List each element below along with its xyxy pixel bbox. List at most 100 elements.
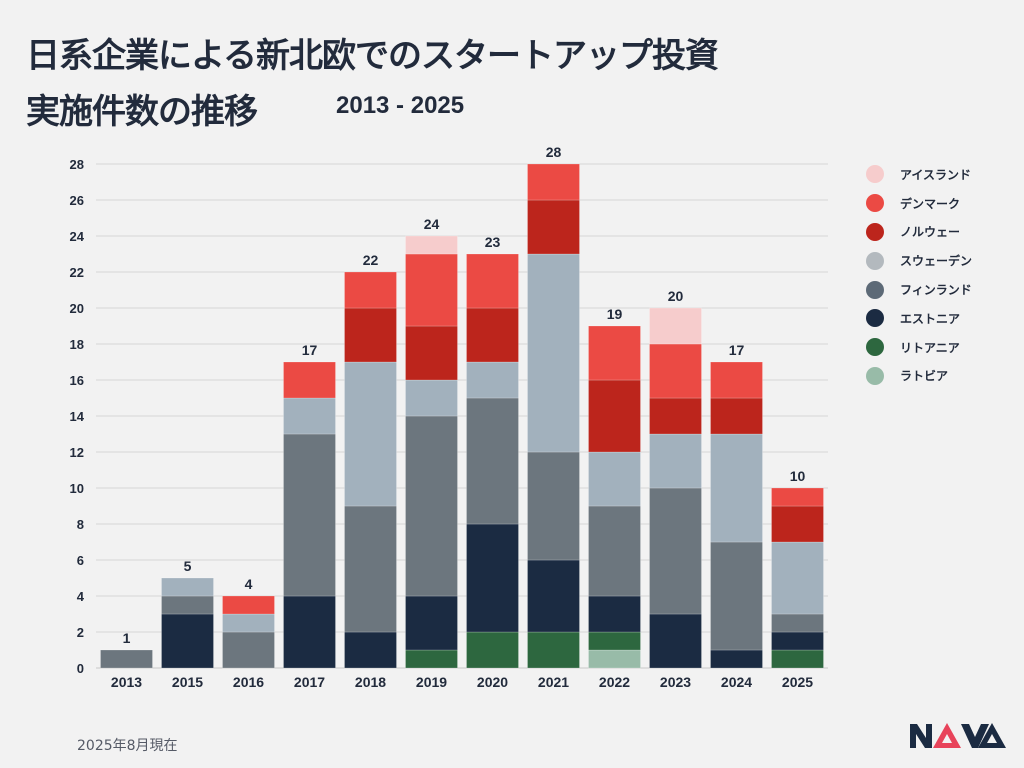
bar-total-label: 28 xyxy=(546,144,562,160)
bar-total-label: 5 xyxy=(184,558,192,574)
legend-item: エストニア xyxy=(866,304,972,333)
legend-swatch xyxy=(866,194,884,213)
bar-segment xyxy=(405,415,458,597)
bar-segment xyxy=(283,433,336,597)
bar-total-label: 23 xyxy=(485,234,501,250)
legend-swatch xyxy=(866,251,884,270)
y-tick-label: 26 xyxy=(70,193,84,208)
legend-swatch xyxy=(866,338,884,357)
bar-segment xyxy=(161,595,214,615)
bar-segment xyxy=(344,307,397,363)
bar-segment xyxy=(588,325,641,381)
bar-segment xyxy=(710,433,763,543)
bar-segment xyxy=(405,379,458,417)
bar-segment xyxy=(710,541,763,651)
bar-segment xyxy=(344,271,397,309)
bar-segment xyxy=(466,397,519,525)
y-tick-label: 24 xyxy=(70,229,85,244)
bar-segment xyxy=(588,631,641,651)
nava-logo xyxy=(910,723,1006,748)
x-tick-label: 2017 xyxy=(294,674,325,690)
legend-item: デンマーク xyxy=(866,189,972,218)
legend-label: デンマーク xyxy=(900,196,961,211)
bar-segment xyxy=(283,595,336,669)
bar-segment xyxy=(405,253,458,327)
legend-item: ノルウェー xyxy=(866,218,972,247)
bar-total-label: 17 xyxy=(302,342,318,358)
bar-total-label: 20 xyxy=(668,288,684,304)
y-tick-label: 10 xyxy=(70,481,84,496)
bar-segment xyxy=(710,397,763,435)
x-tick-label: 2013 xyxy=(111,674,142,690)
bar-total-label: 4 xyxy=(245,576,253,592)
x-tick-label: 2016 xyxy=(233,674,264,690)
logo-letter-n xyxy=(910,724,932,748)
bar-segment xyxy=(527,163,580,201)
bar-segment xyxy=(405,649,458,669)
chart-title-line2: 実施件数の推移 xyxy=(26,92,258,132)
y-tick-label: 28 xyxy=(70,157,84,172)
bar-segment xyxy=(527,199,580,255)
bar-segment xyxy=(771,631,824,651)
bar-segment xyxy=(588,379,641,453)
x-tick-label: 2020 xyxy=(477,674,508,690)
y-tick-label: 0 xyxy=(77,661,84,676)
bar-segment xyxy=(527,559,580,633)
bar-total-label: 17 xyxy=(729,342,745,358)
y-tick-label: 18 xyxy=(70,337,84,352)
bar-segment xyxy=(466,253,519,309)
bar-segment xyxy=(283,397,336,435)
bar-segment xyxy=(771,649,824,669)
bar-segment xyxy=(466,523,519,633)
bar-segment xyxy=(588,451,641,507)
bar-segment xyxy=(649,397,702,435)
bar-segment xyxy=(649,433,702,489)
bar-segment xyxy=(771,505,824,543)
bar-segment xyxy=(771,541,824,615)
x-tick-label: 2024 xyxy=(721,674,752,690)
bar-total-label: 19 xyxy=(607,306,623,322)
as-of-date-note: 2025年8月現在 xyxy=(77,738,178,754)
bar-segment xyxy=(466,361,519,399)
x-tick-label: 2018 xyxy=(355,674,386,690)
bar-segment xyxy=(405,325,458,381)
bar-segment xyxy=(649,487,702,615)
y-tick-label: 6 xyxy=(77,553,84,568)
bar-segment xyxy=(222,613,275,633)
y-tick-label: 16 xyxy=(70,373,84,388)
logo-letter-v xyxy=(961,724,989,748)
bar-segment xyxy=(100,649,153,669)
bar-segment xyxy=(649,307,702,345)
legend-label: ノルウェー xyxy=(900,225,961,240)
bar-segment xyxy=(161,577,214,597)
bar-segment xyxy=(588,649,641,669)
legend-label: スウェーデン xyxy=(900,254,973,269)
bar-segment xyxy=(710,649,763,669)
y-tick-label: 20 xyxy=(70,301,84,316)
y-tick-label: 22 xyxy=(70,265,84,280)
legend-swatch xyxy=(866,222,884,241)
logo-letter-a1 xyxy=(933,723,961,748)
bar-segment xyxy=(344,631,397,669)
bar-segment xyxy=(588,595,641,633)
y-tick-label: 8 xyxy=(77,517,84,532)
y-tick-label: 4 xyxy=(77,589,85,604)
bar-segment xyxy=(283,361,336,399)
x-tick-label: 2019 xyxy=(416,674,447,690)
chart-legend: アイスランド デンマーク ノルウェー スウェーデン フィンランド エストニア リトアニア ラト… xyxy=(866,160,972,390)
y-tick-label: 14 xyxy=(70,409,85,424)
legend-swatch xyxy=(866,366,884,385)
bar-total-label: 1 xyxy=(123,630,131,646)
chart-subtitle-year-range: 2013 - 2025 xyxy=(336,92,465,119)
bar-segment xyxy=(466,631,519,669)
legend-swatch xyxy=(866,309,884,328)
legend-swatch xyxy=(866,280,884,299)
x-tick-label: 2021 xyxy=(538,674,569,690)
bar-segment xyxy=(649,613,702,669)
legend-item: リトアニア xyxy=(866,333,972,362)
legend-label: エストニア xyxy=(900,311,961,326)
bar-segment xyxy=(222,631,275,669)
legend-swatch xyxy=(866,165,884,184)
y-tick-label: 12 xyxy=(70,445,84,460)
